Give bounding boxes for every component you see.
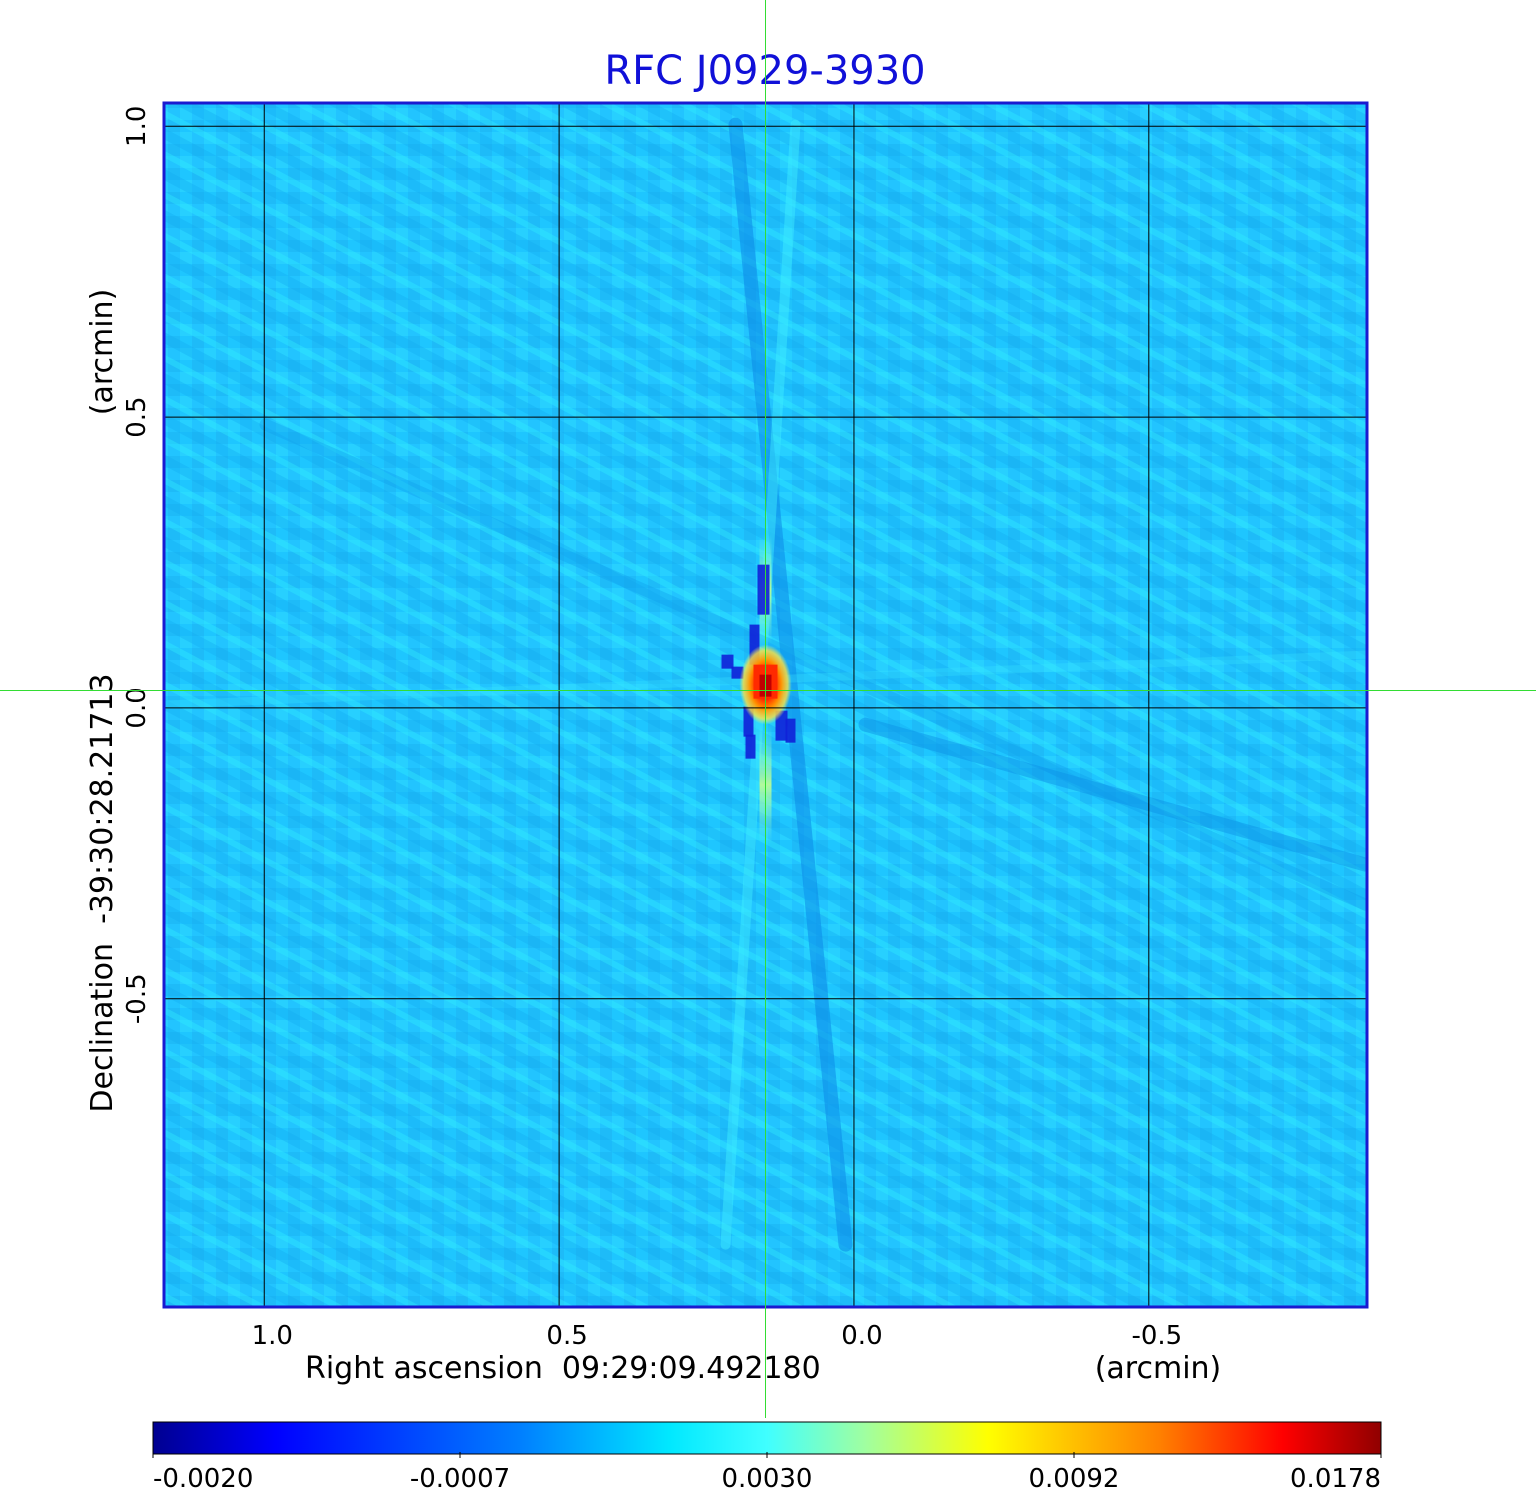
negative-pixel bbox=[745, 734, 756, 759]
sidelobe-streak bbox=[858, 717, 1367, 872]
y-tick-label: 1.0 bbox=[122, 106, 152, 147]
colorbar-tick-label: 0.0178 bbox=[1290, 1464, 1381, 1494]
colorbar-tick-label: 0.0030 bbox=[722, 1464, 813, 1494]
y-tick-label: -0.5 bbox=[122, 973, 152, 1024]
colorbar bbox=[152, 1421, 1382, 1455]
y-tick-label: 0.5 bbox=[122, 396, 152, 437]
x-tick-label: -0.5 bbox=[1131, 1321, 1182, 1351]
x-axis-label: Right ascension 09:29:09.492180 bbox=[305, 1351, 821, 1386]
negative-pixel bbox=[785, 718, 796, 743]
x-tick-label: 0.0 bbox=[841, 1321, 882, 1351]
colorbar-tick-label: -0.0020 bbox=[153, 1464, 253, 1494]
crosshair bbox=[0, 0, 1536, 1418]
colorbar-tick-label: -0.0007 bbox=[410, 1464, 510, 1494]
negative-pixel bbox=[757, 564, 770, 615]
negative-pixel bbox=[721, 654, 734, 669]
x-tick-labels: 1.0 0.5 0.0 -0.5 bbox=[252, 1321, 1183, 1351]
colorbar-ticks: -0.0020 -0.0007 0.0030 0.0092 0.0178 bbox=[152, 1452, 1382, 1494]
y-tick-labels: 1.0 0.5 0.0 -0.5 bbox=[122, 106, 152, 1025]
x-tick-label: 0.5 bbox=[546, 1321, 587, 1351]
colorbar-tick-label: 0.0092 bbox=[1029, 1464, 1120, 1494]
x-tick-label: 1.0 bbox=[252, 1321, 293, 1351]
y-axis-label: Declination -39:30:28.21713 bbox=[85, 673, 120, 1112]
sidelobe-streak bbox=[259, 418, 1367, 911]
negative-pixel bbox=[749, 624, 760, 665]
y-tick-label: 0.0 bbox=[122, 687, 152, 728]
negative-pixel bbox=[743, 706, 754, 737]
y-axis-unit: (arcmin) bbox=[85, 289, 120, 416]
x-axis-unit: (arcmin) bbox=[1095, 1351, 1222, 1386]
